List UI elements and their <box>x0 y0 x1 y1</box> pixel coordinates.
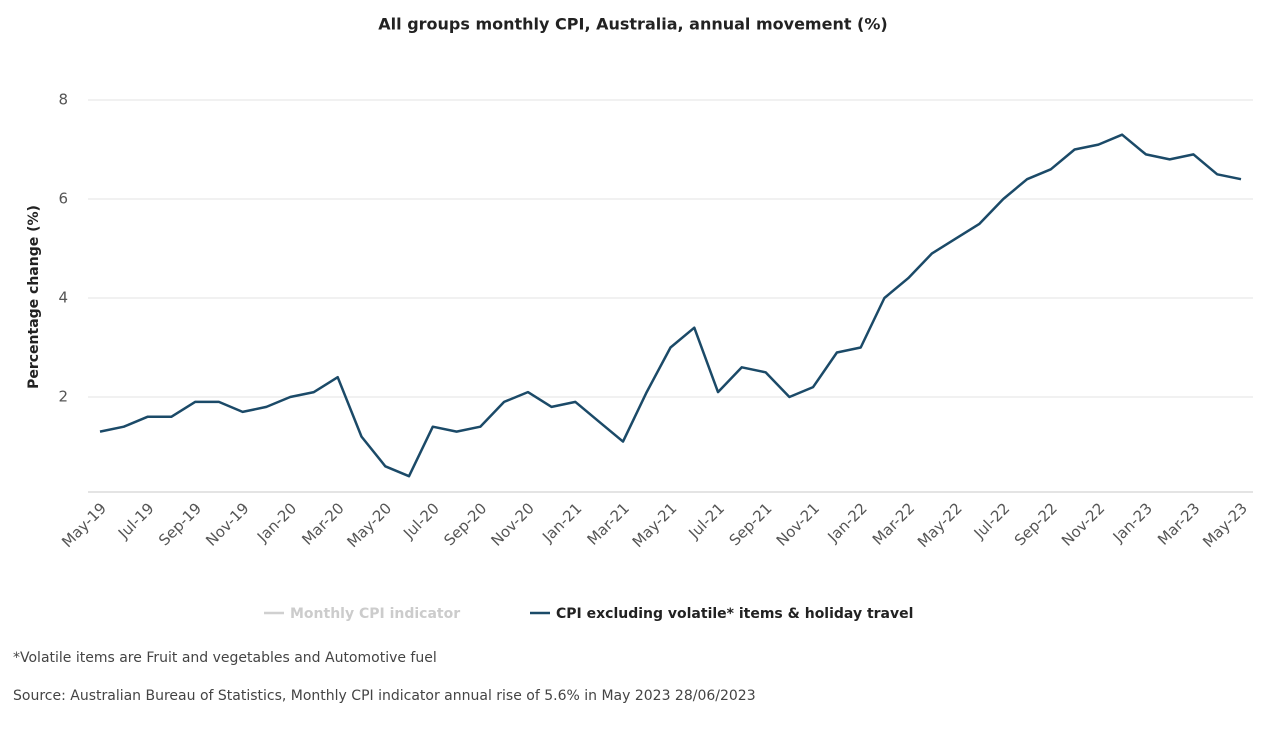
x-tick-label: Jan-20 <box>253 499 300 546</box>
y-tick-label: 4 <box>58 289 68 307</box>
series-line <box>99 133 1242 478</box>
x-tick-label: May-22 <box>914 499 966 551</box>
footnote: *Volatile items are Fruit and vegetables… <box>13 650 437 666</box>
x-tick-label: Jul-19 <box>114 499 158 543</box>
y-tick-label: 8 <box>58 91 68 109</box>
x-tick-label: Sep-19 <box>155 499 205 549</box>
x-tick-label: Mar-23 <box>1154 499 1203 548</box>
x-tick-label: Mar-20 <box>298 499 347 548</box>
x-tick-label: Nov-19 <box>202 499 252 549</box>
x-tick-label: Sep-22 <box>1011 499 1061 549</box>
x-tick-label: Nov-21 <box>773 499 823 549</box>
x-tick-label: Mar-21 <box>584 499 633 548</box>
x-tick-label: Jan-22 <box>824 499 871 546</box>
x-tick-label: Sep-20 <box>440 499 490 549</box>
y-tick-label: 2 <box>58 388 68 406</box>
x-tick-label: May-20 <box>343 499 395 551</box>
chart-title: All groups monthly CPI, Australia, annua… <box>378 15 887 34</box>
legend-entry[interactable]: Monthly CPI indicator <box>290 606 460 622</box>
x-tick-label: May-21 <box>629 499 681 551</box>
y-axis-label: Percentage change (%) <box>26 205 42 389</box>
x-tick-label: Jul-20 <box>399 499 443 543</box>
legend-entry[interactable]: CPI excluding volatile* items & holiday … <box>556 606 913 622</box>
y-tick-label: 6 <box>58 190 68 208</box>
x-tick-label: Jan-23 <box>1109 499 1156 546</box>
x-tick-label: May-19 <box>58 499 110 551</box>
x-tick-label: Jul-22 <box>970 499 1014 543</box>
x-tick-label: Jan-21 <box>538 499 585 546</box>
x-tick-label: Nov-22 <box>1058 499 1108 549</box>
x-tick-label: Nov-20 <box>487 499 537 549</box>
x-tick-label: May-23 <box>1199 499 1251 551</box>
x-tick-label: Sep-21 <box>726 499 776 549</box>
source-note: Source: Australian Bureau of Statistics,… <box>13 688 756 704</box>
x-tick-label: Mar-22 <box>869 499 918 548</box>
x-tick-label: Jul-21 <box>684 499 728 543</box>
